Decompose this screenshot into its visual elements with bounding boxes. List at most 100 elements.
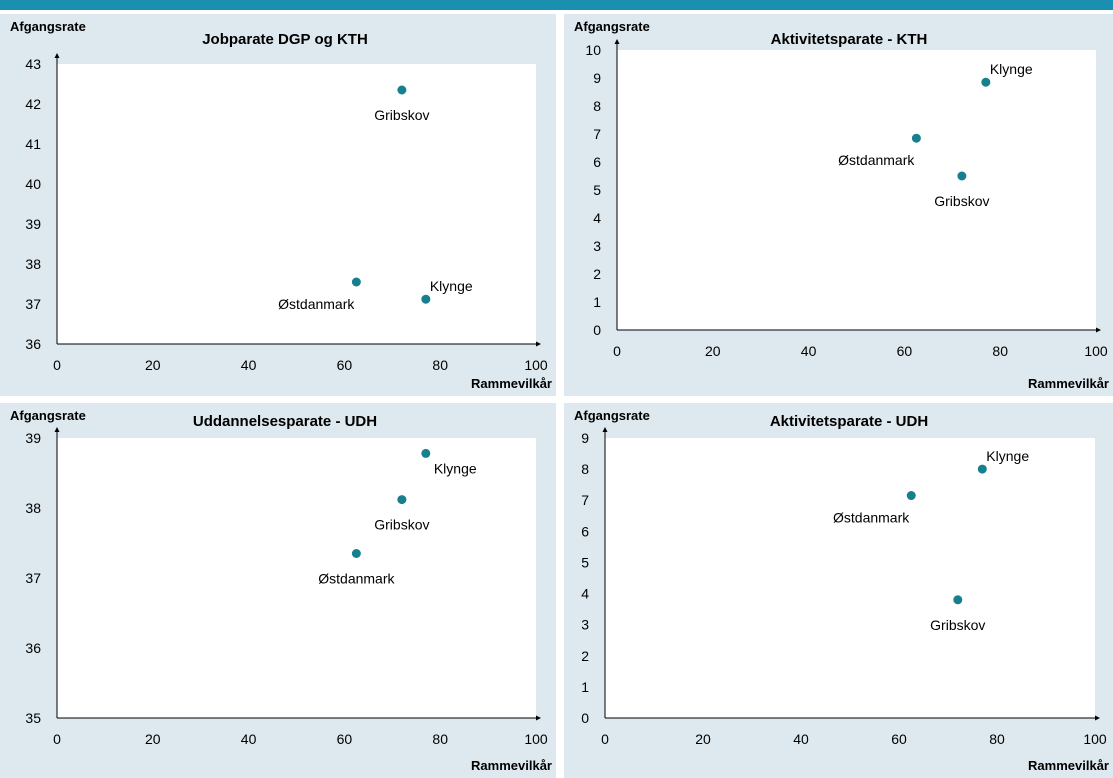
chart-panel-uddannelsesparate-udh: 35 36 37 38 39 0 20 40 60 80 100 Afgangsrate Rammevi… [0, 403, 556, 778]
x-tick-label: 100 [1084, 343, 1108, 359]
x-tick-label: 40 [241, 357, 257, 373]
y-tick-label: 10 [585, 42, 601, 58]
data-point-label: Klynge [986, 448, 1029, 464]
y-tick-label: 9 [593, 70, 601, 86]
data-point-label: Klynge [990, 61, 1033, 77]
x-tick-label: 0 [613, 343, 621, 359]
y-tick-label: 36 [25, 640, 41, 656]
y-tick-label: 41 [25, 136, 41, 152]
data-point-label: Klynge [430, 278, 473, 294]
chart-title: Aktivitetsparate - KTH [771, 31, 928, 48]
y-tick-label: 42 [25, 96, 41, 112]
y-tick-label: 39 [25, 216, 41, 232]
y-tick-label: 6 [581, 523, 589, 539]
scatter-chart: 35 36 37 38 39 0 20 40 60 80 100 Afgangsrate Rammevi… [10, 408, 552, 773]
y-axis-label: Afgangsrate [10, 19, 86, 34]
y-tick-label: 4 [581, 586, 589, 602]
data-point-label: Østdanmark [278, 296, 355, 312]
x-tick-label: 40 [801, 343, 817, 359]
x-tick-label: 60 [891, 731, 907, 747]
x-tick-label: 40 [793, 731, 809, 747]
x-tick-label: 0 [601, 731, 609, 747]
plot-area [617, 50, 1096, 330]
x-tick-label: 0 [53, 357, 61, 373]
y-tick-label: 5 [581, 554, 589, 570]
y-tick-label: 38 [25, 256, 41, 272]
y-tick-label: 39 [25, 430, 41, 446]
y-axis-arrow [54, 427, 60, 432]
x-axis-label: Rammevilkår [1028, 376, 1109, 391]
x-tick-label: 80 [432, 731, 448, 747]
x-tick-label: 60 [337, 731, 353, 747]
x-tick-label: 80 [992, 343, 1008, 359]
data-point-label: Østdanmark [838, 152, 915, 168]
data-point-label: Gribskov [930, 617, 985, 633]
data-point-label: Klynge [434, 460, 477, 476]
y-tick-label: 2 [593, 266, 601, 282]
y-tick-label: 0 [593, 322, 601, 338]
y-tick-label: 3 [581, 617, 589, 633]
y-tick-label: 43 [25, 56, 41, 72]
x-tick-label: 100 [1083, 731, 1107, 747]
x-tick-label: 80 [989, 731, 1005, 747]
y-axis-label: Afgangsrate [574, 408, 650, 423]
data-point-label: Gribskov [374, 107, 429, 123]
data-point-gribskov [397, 495, 407, 505]
x-axis-label: Rammevilkår [471, 758, 552, 773]
x-axis-arrow [536, 341, 541, 347]
y-axis-label: Afgangsrate [574, 19, 650, 34]
data-point-label: Gribskov [934, 193, 989, 209]
plot-area [57, 438, 536, 718]
y-tick-label: 6 [593, 154, 601, 170]
x-tick-label: 0 [53, 731, 61, 747]
data-point-label: Østdanmark [318, 571, 395, 587]
header-strip [0, 0, 1113, 10]
y-tick-label: 9 [581, 430, 589, 446]
chart-panel-aktivitetsparate-udh: 0 1 2 3 4 5 6 7 8 9 0 20 40 60 80 100 Afgangsrate Rammevi… [564, 403, 1113, 778]
data-point-gribskov [957, 171, 967, 181]
x-axis-arrow [1095, 715, 1100, 721]
x-tick-label: 60 [897, 343, 913, 359]
y-axis-label: Afgangsrate [10, 408, 86, 423]
chart-panel-aktivitetsparate-kth: 0 1 2 3 4 5 6 7 8 9 10 0 20 40 60 80 100 Afgangsrate Ramme… [564, 14, 1113, 396]
x-tick-label: 20 [695, 731, 711, 747]
y-axis-arrow [602, 427, 608, 432]
data-point-klynge [977, 464, 987, 474]
y-tick-label: 7 [581, 492, 589, 508]
data-point-gribskov [397, 85, 407, 95]
x-tick-label: 60 [337, 357, 353, 373]
scatter-chart: 36 37 38 39 40 41 42 43 0 20 40 60 80 100 Afgangsrate R… [10, 19, 552, 391]
y-tick-label: 0 [581, 710, 589, 726]
data-point-stdanmark [351, 549, 361, 558]
y-tick-label: 1 [593, 294, 601, 310]
y-tick-label: 7 [593, 126, 601, 142]
y-axis-arrow [614, 39, 620, 44]
y-tick-label: 4 [593, 210, 601, 226]
x-axis-label: Rammevilkår [471, 376, 552, 391]
y-tick-label: 2 [581, 648, 589, 664]
x-tick-label: 100 [524, 731, 548, 747]
x-tick-label: 20 [145, 357, 161, 373]
data-point-klynge [421, 294, 431, 304]
x-tick-label: 20 [705, 343, 721, 359]
y-tick-label: 8 [593, 98, 601, 114]
data-point-label: Østdanmark [833, 510, 910, 526]
y-tick-label: 37 [25, 570, 41, 586]
plot-area [605, 438, 1095, 718]
y-tick-label: 40 [25, 176, 41, 192]
y-tick-label: 38 [25, 500, 41, 516]
x-axis-label: Rammevilkår [1028, 758, 1109, 773]
chart-title: Jobparate DGP og KTH [202, 31, 368, 48]
y-tick-label: 35 [25, 710, 41, 726]
data-point-stdanmark [351, 277, 361, 287]
data-point-stdanmark [906, 491, 916, 501]
data-point-label: Gribskov [374, 517, 429, 533]
y-tick-label: 8 [581, 461, 589, 477]
y-axis-arrow [54, 53, 60, 58]
x-axis-arrow [1096, 327, 1101, 333]
chart-title: Uddannelsesparate - UDH [193, 413, 377, 430]
y-tick-label: 3 [593, 238, 601, 254]
y-tick-label: 36 [25, 336, 41, 352]
data-point-klynge [421, 448, 431, 458]
